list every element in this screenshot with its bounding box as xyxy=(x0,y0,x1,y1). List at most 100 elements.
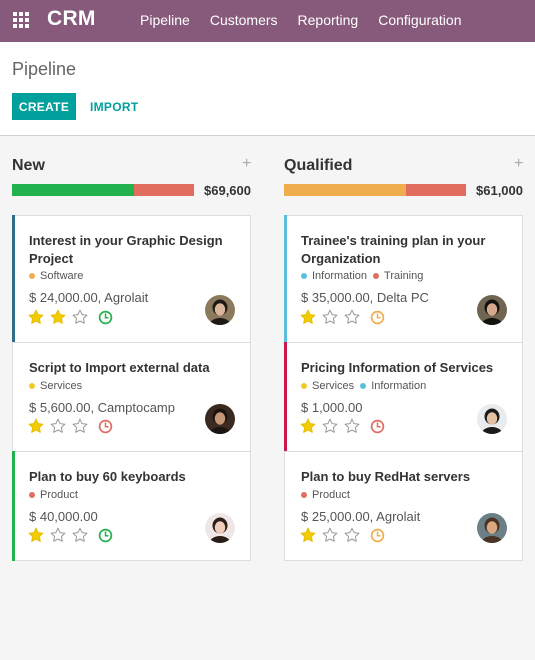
tag-color-dot xyxy=(29,383,35,389)
card-tags: Information Training xyxy=(301,270,429,282)
card-color-accent xyxy=(12,451,15,561)
kanban-card[interactable]: Script to Import external data Services … xyxy=(12,342,251,452)
avatar-image xyxy=(205,404,235,434)
priority-stars[interactable] xyxy=(300,418,385,434)
clock-icon[interactable] xyxy=(98,528,113,543)
avatar-image xyxy=(477,404,507,434)
menu-item-pipeline[interactable]: Pipeline xyxy=(140,12,190,28)
tag-label: Product xyxy=(40,489,78,501)
star-filled-icon[interactable] xyxy=(28,309,44,325)
create-button[interactable]: CREATE xyxy=(12,93,76,120)
star-empty-icon[interactable] xyxy=(322,418,338,434)
avatar-image xyxy=(477,295,507,325)
star-filled-icon[interactable] xyxy=(300,418,316,434)
column-title-new: New xyxy=(12,157,45,174)
avatar[interactable] xyxy=(477,404,507,434)
card-tags: Software xyxy=(29,270,89,282)
control-panel: Pipeline CREATE IMPORT xyxy=(0,42,535,136)
column-title-qualified: Qualified xyxy=(284,157,353,174)
card-amount: $ 25,000.00, Agrolait xyxy=(301,509,421,524)
clock-icon[interactable] xyxy=(98,310,113,325)
tag: Services xyxy=(301,380,354,392)
card-name: Trainee's training plan in your Organiza… xyxy=(301,233,486,266)
star-filled-icon[interactable] xyxy=(300,527,316,543)
priority-stars[interactable] xyxy=(28,418,113,434)
column-total: $61,000 xyxy=(476,183,523,198)
card-name: Plan to buy 60 keyboards xyxy=(29,469,186,484)
menu-item-configuration[interactable]: Configuration xyxy=(378,12,462,28)
avatar-image xyxy=(477,513,507,543)
star-filled-icon[interactable] xyxy=(28,527,44,543)
card-amount: $ 1,000.00 xyxy=(301,400,363,415)
card-name: Pricing Information of Services xyxy=(301,360,494,375)
tag-label: Information xyxy=(312,270,368,282)
tag: Product xyxy=(301,489,350,501)
app-title: CRM xyxy=(47,7,96,30)
kanban-card[interactable]: Plan to buy RedHat servers Product $ 25,… xyxy=(284,451,523,561)
star-empty-icon[interactable] xyxy=(50,418,66,434)
star-empty-icon[interactable] xyxy=(72,309,88,325)
avatar[interactable] xyxy=(477,295,507,325)
priority-stars[interactable] xyxy=(300,527,385,543)
card-tags: Product xyxy=(301,489,356,501)
clock-icon[interactable] xyxy=(98,419,113,434)
tag-label: Services xyxy=(40,380,83,392)
add-card-plus-icon[interactable]: + xyxy=(242,155,252,172)
clock-icon[interactable] xyxy=(370,528,385,543)
star-empty-icon[interactable] xyxy=(72,527,88,543)
card-name: Interest in your Graphic Design Project xyxy=(29,233,223,266)
card-color-accent xyxy=(284,215,287,343)
avatar-image xyxy=(205,295,235,325)
star-filled-icon[interactable] xyxy=(28,418,44,434)
menu-item-customers[interactable]: Customers xyxy=(209,12,278,28)
tag-color-dot xyxy=(29,492,35,498)
page-title: Pipeline xyxy=(12,59,77,79)
star-empty-icon[interactable] xyxy=(344,527,360,543)
progress-segment[interactable] xyxy=(284,184,406,196)
tag-color-dot xyxy=(301,273,307,279)
menu-item-reporting[interactable]: Reporting xyxy=(297,12,359,28)
clock-icon[interactable] xyxy=(370,310,385,325)
star-empty-icon[interactable] xyxy=(72,418,88,434)
avatar[interactable] xyxy=(205,513,235,543)
tag: Product xyxy=(29,489,78,501)
avatar[interactable] xyxy=(477,513,507,543)
clock-icon[interactable] xyxy=(370,419,385,434)
card-amount: $ 5,600.00, Camptocamp xyxy=(29,400,175,415)
progress-segment[interactable] xyxy=(133,184,194,196)
add-card-plus-icon[interactable]: + xyxy=(514,155,524,172)
avatar[interactable] xyxy=(205,404,235,434)
top-navbar: CRM Pipeline Customers Reporting Configu… xyxy=(0,0,535,42)
card-amount: $ 40,000.00 xyxy=(29,509,98,524)
tag-label: Training xyxy=(384,270,424,282)
card-tags: Services Information xyxy=(301,380,432,392)
card-amount: $ 35,000.00, Delta PC xyxy=(301,290,429,305)
tag-color-dot xyxy=(29,273,35,279)
star-empty-icon[interactable] xyxy=(344,418,360,434)
card-name: Plan to buy RedHat servers xyxy=(301,469,471,484)
tag-label: Services xyxy=(312,380,355,392)
star-filled-icon[interactable] xyxy=(300,309,316,325)
apps-grid-icon[interactable] xyxy=(12,11,30,29)
priority-stars[interactable] xyxy=(28,309,113,325)
column-total: $69,600 xyxy=(204,183,251,198)
import-button[interactable]: IMPORT xyxy=(86,93,142,120)
star-empty-icon[interactable] xyxy=(50,527,66,543)
kanban-card[interactable]: Trainee's training plan in your Organiza… xyxy=(284,215,523,343)
star-empty-icon[interactable] xyxy=(344,309,360,325)
star-empty-icon[interactable] xyxy=(322,527,338,543)
kanban-card[interactable]: Interest in your Graphic Design Project … xyxy=(12,215,251,343)
tag-color-dot xyxy=(373,273,380,279)
kanban-card[interactable]: Pricing Information of Services Services… xyxy=(284,342,523,452)
main-menu: Pipeline Customers Reporting Configurati… xyxy=(140,12,482,28)
kanban-card[interactable]: Plan to buy 60 keyboards Product $ 40,00… xyxy=(12,451,251,561)
star-filled-icon[interactable] xyxy=(50,309,66,325)
priority-stars[interactable] xyxy=(28,527,113,543)
progress-segment[interactable] xyxy=(12,184,134,196)
column-progress-bar[interactable] xyxy=(12,184,194,196)
progress-segment[interactable] xyxy=(405,184,466,196)
column-progress-bar[interactable] xyxy=(284,184,466,196)
avatar[interactable] xyxy=(205,295,235,325)
star-empty-icon[interactable] xyxy=(322,309,338,325)
priority-stars[interactable] xyxy=(300,309,385,325)
